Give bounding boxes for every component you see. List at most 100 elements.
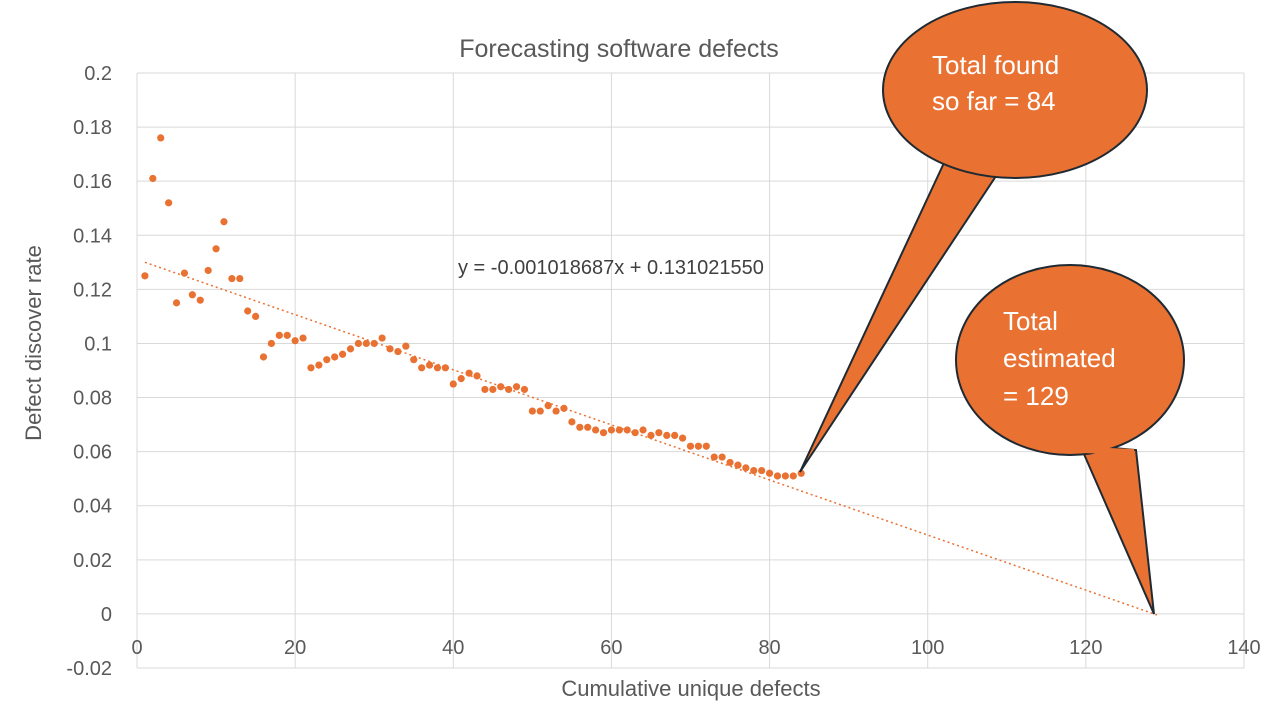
data-point	[141, 272, 149, 280]
chart-title: Forecasting software defects	[459, 35, 779, 63]
x-tick-label: 100	[911, 637, 944, 659]
data-point	[726, 458, 734, 467]
data-point	[425, 361, 434, 369]
callout-line: = 129	[1003, 381, 1069, 411]
x-tick-label: 60	[600, 637, 622, 659]
data-point	[402, 342, 410, 350]
data-point	[354, 339, 362, 348]
data-point	[204, 266, 212, 275]
data-point	[639, 426, 647, 434]
data-point	[718, 453, 726, 461]
data-point	[552, 407, 560, 415]
data-point	[378, 334, 386, 342]
data-point	[623, 426, 631, 434]
y-tick-label: -0.02	[66, 658, 112, 680]
data-point	[275, 331, 283, 339]
data-point	[734, 461, 742, 469]
data-point	[678, 434, 687, 442]
data-point	[789, 472, 797, 480]
y-tick-label: 0.18	[73, 117, 112, 139]
data-points	[141, 134, 805, 480]
data-point	[410, 356, 418, 364]
data-point	[433, 364, 442, 372]
data-point	[607, 426, 616, 434]
data-point	[441, 364, 449, 372]
x-tick-label: 0	[131, 637, 142, 659]
y-tick-label: 0.04	[73, 496, 112, 518]
data-point	[188, 291, 196, 299]
data-point	[663, 431, 671, 440]
gridlines	[136, 72, 1245, 669]
y-tick-label: 0.2	[84, 63, 112, 85]
data-point	[212, 245, 220, 253]
data-point	[418, 364, 426, 372]
data-point	[631, 429, 639, 437]
callout-total-estimated: Total estimated = 129	[955, 264, 1185, 615]
data-point	[283, 331, 291, 339]
data-point	[196, 296, 204, 304]
x-tick-label: 120	[1069, 637, 1102, 659]
y-tick-label: 0	[101, 604, 112, 626]
data-point	[346, 345, 355, 353]
data-point	[536, 407, 544, 415]
y-tick-label: 0.1	[84, 333, 112, 355]
x-tick-labels: 0 20 40 60 80 100 120 140	[131, 637, 1260, 659]
data-point	[765, 469, 774, 477]
data-point	[244, 307, 252, 315]
data-point	[236, 274, 244, 283]
callout-line: Total	[1003, 306, 1058, 336]
data-point	[520, 385, 529, 394]
data-point	[758, 466, 766, 475]
data-point	[584, 423, 592, 431]
data-point	[560, 404, 568, 412]
data-point	[781, 472, 789, 480]
data-point	[157, 134, 165, 142]
y-tick-label: 0.12	[73, 279, 112, 301]
data-point	[505, 385, 513, 394]
data-point	[702, 442, 710, 450]
y-tick-label: 0.08	[73, 388, 112, 410]
data-point	[544, 402, 552, 410]
data-point	[338, 350, 347, 358]
data-point	[647, 431, 655, 440]
y-tick-label: 0.02	[73, 550, 112, 572]
data-point	[307, 364, 315, 372]
data-point	[568, 418, 576, 426]
data-point	[615, 426, 623, 434]
x-tick-label: 80	[758, 637, 780, 659]
data-point	[710, 453, 718, 461]
y-tick-label: 0.16	[73, 171, 112, 193]
y-tick-label: 0.14	[73, 225, 112, 247]
callout-line: estimated	[1003, 343, 1116, 373]
data-point	[457, 375, 465, 383]
data-point	[291, 337, 299, 345]
data-point	[331, 353, 339, 361]
data-point	[671, 431, 679, 440]
callout-line: so far = 84	[932, 86, 1056, 116]
data-point	[694, 442, 703, 450]
data-point	[742, 464, 750, 472]
data-point	[386, 345, 394, 353]
y-axis-label: Defect discover rate	[21, 245, 46, 441]
data-point	[370, 339, 378, 348]
data-point	[686, 442, 695, 450]
data-point	[599, 429, 608, 437]
data-point	[576, 423, 584, 431]
x-axis-label: Cumulative unique defects	[561, 676, 820, 701]
callout-line: Total found	[932, 50, 1059, 80]
data-point	[465, 369, 473, 377]
data-point	[481, 385, 489, 394]
y-tick-label: 0.06	[73, 442, 112, 464]
data-point	[528, 407, 536, 415]
data-point	[259, 353, 268, 361]
data-point	[592, 426, 600, 434]
data-point	[394, 347, 402, 356]
data-point	[252, 312, 260, 321]
trendline-equation: y = -0.001018687x + 0.131021550	[458, 257, 764, 279]
x-tick-label: 140	[1227, 637, 1260, 659]
data-point	[165, 199, 173, 207]
data-point	[180, 269, 189, 277]
data-point	[149, 174, 157, 183]
data-point	[655, 429, 663, 437]
